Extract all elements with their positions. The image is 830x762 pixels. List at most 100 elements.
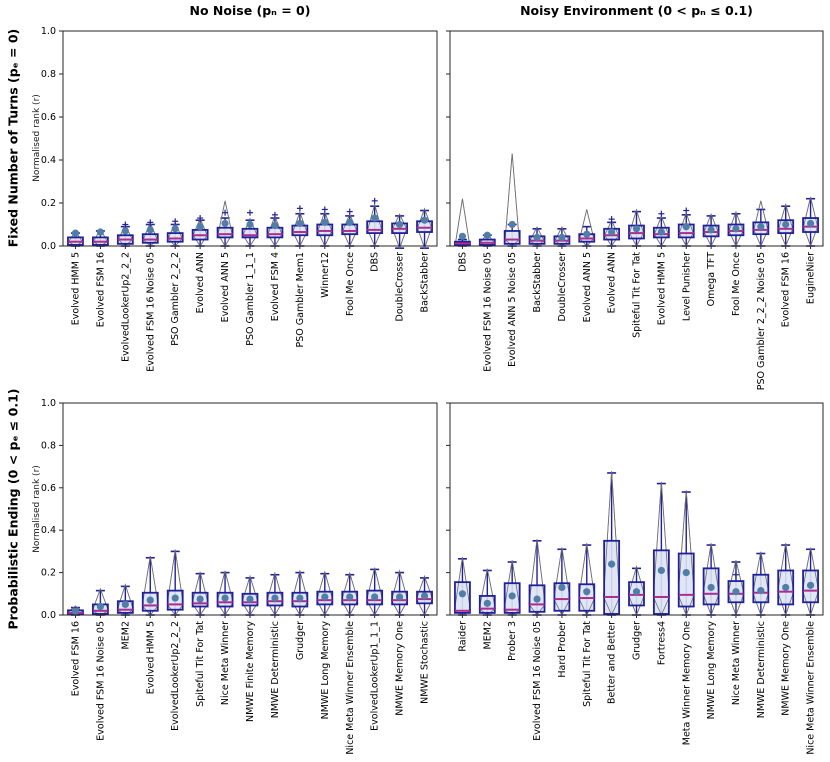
x-tick-label: Prober 3 (507, 621, 518, 661)
mean-marker (508, 592, 516, 600)
mean-marker (96, 228, 104, 236)
mean-marker (346, 218, 354, 226)
x-tick-label: Evolved ANN 5 (582, 252, 593, 322)
x-tick-label: Evolved HMM 5 (71, 252, 82, 325)
mean-marker (558, 583, 566, 592)
mean-marker (121, 600, 129, 609)
mean-marker (420, 592, 429, 600)
mean-marker (608, 228, 616, 236)
panel-bottom-right: Raider MEM2 Prober 3 Evolved FSM 16 Noise 0… (446, 402, 824, 755)
mean-marker (420, 216, 429, 224)
y-tick-label: 0.0 (41, 241, 56, 252)
mean-marker (657, 228, 665, 236)
mean-marker (396, 220, 404, 229)
x-tick-label: Meta Winner Memory One (681, 621, 692, 745)
panel-top-left: 0.0 0.2 0.4 0.6 0.8 1.0 Evolved HMM 5 Evolved F… (41, 26, 438, 372)
x-tick-label: Evolved ANN 5 (220, 252, 231, 322)
x-tick-label: EvolvedLookerUp2_2_2 (170, 621, 181, 731)
x-tick-label: NMWE Long Memory (706, 621, 717, 720)
x-tick-label: Omega TFT (706, 252, 717, 307)
mean-marker (632, 225, 641, 233)
x-tick-label: NMWE Memory One (781, 621, 792, 716)
x-tick-label: Evolved HMM 5 (145, 621, 156, 694)
x-tick-label: Nice Meta Winner Ensemble (345, 621, 356, 755)
x-tick-label: BackStabber (532, 252, 543, 313)
x-tick-label: DoubleCrosser (557, 252, 568, 322)
mean-marker (707, 583, 715, 592)
x-tick-label: Better and Better (607, 621, 618, 704)
column-title-noisy-environment: Noisy Environment (0 < pₙ ≤ 0.1) (520, 3, 753, 18)
mean-marker (296, 594, 304, 602)
x-tick-label: NMWE Deterministic (270, 621, 281, 718)
x-tick-label: Grudger (632, 621, 643, 660)
x-tick-label: NMWE Long Memory (320, 621, 331, 720)
mean-marker (71, 607, 80, 615)
mean-marker (583, 588, 591, 596)
mean-marker (396, 593, 404, 601)
mean-marker (221, 594, 229, 602)
mean-marker (732, 588, 740, 596)
mean-marker (371, 593, 379, 601)
mean-marker (558, 233, 566, 241)
mean-marker (321, 218, 329, 226)
x-tick-label: EugineNier (806, 252, 817, 304)
x-tick-label: Spiteful Tit For Tat (632, 252, 643, 338)
mean-marker (296, 219, 304, 228)
mean-marker (121, 227, 129, 235)
mean-marker (346, 593, 354, 601)
mean-marker (271, 594, 279, 602)
x-tick-label: DBS (457, 252, 468, 272)
x-tick-label: PSO Gambler 2_2_2 Noise 05 (756, 252, 767, 390)
x-tick-label: Hard Prober (557, 621, 568, 678)
mean-marker (371, 214, 379, 222)
y-tick-label: 0.8 (41, 69, 56, 80)
panel-top-right: DBS Evolved FSM 16 Noise 05 Evolved ANN 5 … (446, 30, 824, 390)
x-tick-label: PSO Gambler Mem1 (295, 252, 306, 347)
y-tick-label: 0.2 (41, 198, 56, 209)
x-tick-label: Nice Meta Winner (731, 621, 742, 705)
x-tick-label: Evolved FSM 16 (95, 252, 106, 327)
panel-border (62, 30, 438, 247)
x-tick-label: PSO Gambler 2_2_2 (170, 252, 181, 346)
x-tick-label: Raider (457, 621, 468, 652)
column-title-no-noise: No Noise (pₙ = 0) (189, 3, 311, 18)
mean-marker (246, 220, 254, 229)
mean-marker (321, 593, 329, 601)
y-tick-label: 1.0 (41, 398, 56, 409)
mean-marker (483, 599, 491, 607)
mean-marker (757, 223, 765, 231)
mean-marker (533, 233, 541, 241)
x-tick-label: Evolved FSM 16 (781, 252, 792, 327)
mean-marker (806, 581, 815, 589)
mean-marker (657, 566, 665, 575)
x-tick-label: Spiteful Tit For Tat (582, 621, 593, 707)
mean-marker (271, 221, 279, 230)
x-tick-label: Evolved HMM 5 (656, 252, 667, 325)
x-tick-label: Evolved FSM 4 (270, 252, 281, 321)
x-tick-label: DBS (370, 252, 381, 272)
x-tick-label: NMWE Stochastic (420, 621, 431, 704)
mean-marker (782, 220, 790, 229)
mean-marker (146, 596, 154, 604)
mean-marker (96, 602, 104, 611)
x-tick-label: Nice Meta Winner Ensemble (806, 621, 817, 755)
mean-marker (732, 225, 740, 233)
mean-marker (533, 595, 541, 603)
mean-marker (806, 219, 815, 228)
x-tick-label: Evolved FSM 16 Noise 05 (482, 252, 493, 372)
mean-marker (196, 223, 204, 231)
mean-marker (682, 569, 690, 577)
panel-border (449, 30, 824, 247)
x-tick-label: DoubleCrosser (395, 252, 406, 322)
x-tick-label: MEM2 (120, 621, 131, 649)
y-tick-label: 0.8 (41, 440, 56, 451)
mean-marker (246, 595, 254, 603)
x-tick-label: NMWE Deterministic (756, 621, 767, 718)
mean-marker (707, 226, 715, 234)
x-tick-label: Winner12 (320, 252, 331, 298)
x-tick-label: Evolved FSM 16 Noise 05 (145, 252, 156, 372)
x-tick-label: Spiteful Tit For Tat (195, 621, 206, 707)
y-tick-label: 0.0 (41, 610, 56, 621)
